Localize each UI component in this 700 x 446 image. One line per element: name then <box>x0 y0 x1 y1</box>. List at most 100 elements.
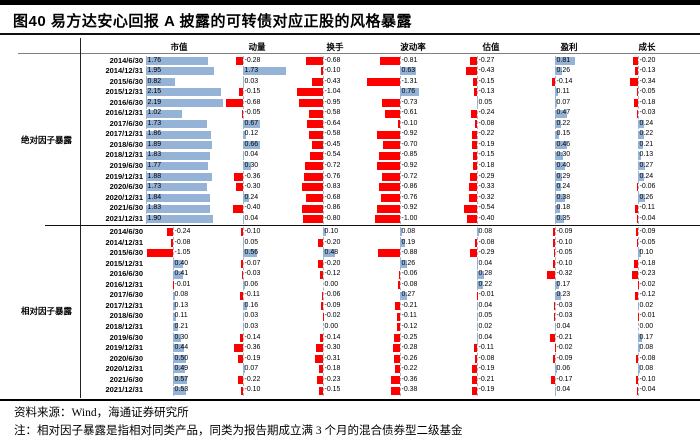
value-label: 0.26 <box>639 193 654 201</box>
value-label: -0.20 <box>324 259 341 267</box>
value-label: 0.24 <box>244 193 259 201</box>
row-date: 2018/12/31 <box>105 321 143 331</box>
row-date: 2014/12/31 <box>105 237 143 247</box>
value-bar <box>167 228 173 237</box>
value-label: -0.86 <box>401 183 418 191</box>
value-bar <box>308 130 323 139</box>
value-label: 0.11 <box>556 88 570 96</box>
value-label: -0.15 <box>478 77 495 85</box>
row-date: 2018/6/30 <box>109 139 143 149</box>
value-label: 1.84 <box>147 193 162 201</box>
row-date: 2021/12/31 <box>105 213 143 223</box>
data-source: 资料来源：Wind，海通证券研究所 <box>14 407 189 419</box>
axis-line <box>323 55 324 225</box>
value-bar <box>305 162 323 171</box>
value-label: -0.81 <box>401 56 418 64</box>
value-bar <box>243 193 249 202</box>
row-date: 2014/6/30 <box>109 227 143 236</box>
value-bar <box>146 249 173 258</box>
value-bar <box>400 238 405 247</box>
value-label: -0.11 <box>478 344 494 352</box>
value-bar <box>146 130 212 139</box>
row-date: 2016/12/31 <box>105 108 143 118</box>
value-bar <box>555 386 556 395</box>
value-bar <box>319 386 323 395</box>
value-bar <box>241 259 243 268</box>
value-bar <box>466 67 477 76</box>
value-label: -0.04 <box>639 386 656 394</box>
value-label: 0.13 <box>174 301 189 309</box>
value-label: -0.10 <box>556 238 573 246</box>
value-label: -0.72 <box>324 162 341 169</box>
value-bar <box>555 193 565 202</box>
value-label: 0.04 <box>244 151 259 159</box>
value-bar <box>393 333 400 342</box>
value-label: -0.26 <box>401 354 418 362</box>
value-label: 1.89 <box>147 140 162 148</box>
value-label: 0.00 <box>639 322 654 330</box>
value-label: 0.30 <box>174 333 189 341</box>
value-bar <box>318 238 323 247</box>
value-label: -0.70 <box>401 140 418 148</box>
value-label: -0.22 <box>401 365 418 373</box>
axis-line <box>323 227 324 396</box>
value-label: 0.48 <box>324 249 339 257</box>
value-bar <box>382 141 400 150</box>
value-bar <box>636 88 638 97</box>
value-bar <box>317 376 323 384</box>
value-label: 0.04 <box>478 259 493 267</box>
row-date: 2020/6/30 <box>109 182 143 192</box>
value-bar <box>635 291 638 300</box>
value-bar <box>473 151 477 160</box>
value-label: -0.08 <box>639 354 656 362</box>
row-date: 2015/12/31 <box>105 258 143 268</box>
value-label: 0.30 <box>244 162 259 169</box>
value-label: -0.05 <box>639 88 656 96</box>
value-label: -0.25 <box>401 333 418 341</box>
value-label: -0.14 <box>556 77 573 85</box>
value-label: 0.24 <box>639 172 654 180</box>
value-label: 0.06 <box>556 365 571 373</box>
value-label: 1.83 <box>147 204 162 212</box>
value-label: 0.27 <box>401 291 416 299</box>
value-label: 1.76 <box>147 56 162 64</box>
value-bar <box>467 215 477 224</box>
value-label: 0.12 <box>244 130 259 138</box>
value-label: 0.63 <box>401 67 416 75</box>
value-bar <box>311 141 323 150</box>
value-bar <box>547 270 555 279</box>
value-bar <box>173 354 186 363</box>
value-label: -0.11 <box>401 312 417 320</box>
value-label: -0.92 <box>401 204 418 212</box>
value-label: -0.09 <box>556 354 573 362</box>
value-bar <box>233 204 243 213</box>
value-label: 0.02 <box>639 301 654 309</box>
value-bar <box>378 151 400 160</box>
column-header: 估值 <box>482 42 500 52</box>
value-label: -0.36 <box>244 344 261 352</box>
row-date: 2019/12/31 <box>105 171 143 181</box>
value-label: 0.13 <box>639 151 654 159</box>
bottom-divider <box>0 399 700 401</box>
value-bar <box>243 130 246 139</box>
value-bar <box>555 323 556 332</box>
value-label: -0.68 <box>324 56 341 64</box>
value-bar <box>146 162 208 171</box>
value-bar <box>146 109 182 118</box>
value-bar <box>173 386 187 395</box>
axis-line <box>638 55 639 225</box>
value-label: 0.10 <box>324 228 339 235</box>
value-bar <box>240 291 243 300</box>
value-bar <box>243 162 251 171</box>
value-label: -0.11 <box>639 204 655 212</box>
value-label: -0.06 <box>324 291 341 299</box>
row-date: 2019/6/30 <box>109 332 143 342</box>
value-bar <box>555 99 557 107</box>
value-bar <box>237 376 243 384</box>
value-bar <box>239 333 243 342</box>
value-label: -0.40 <box>244 204 261 212</box>
value-label: 0.24 <box>556 183 571 191</box>
value-bar <box>553 249 555 258</box>
row-date: 2020/6/30 <box>109 353 143 363</box>
value-bar <box>243 249 257 258</box>
